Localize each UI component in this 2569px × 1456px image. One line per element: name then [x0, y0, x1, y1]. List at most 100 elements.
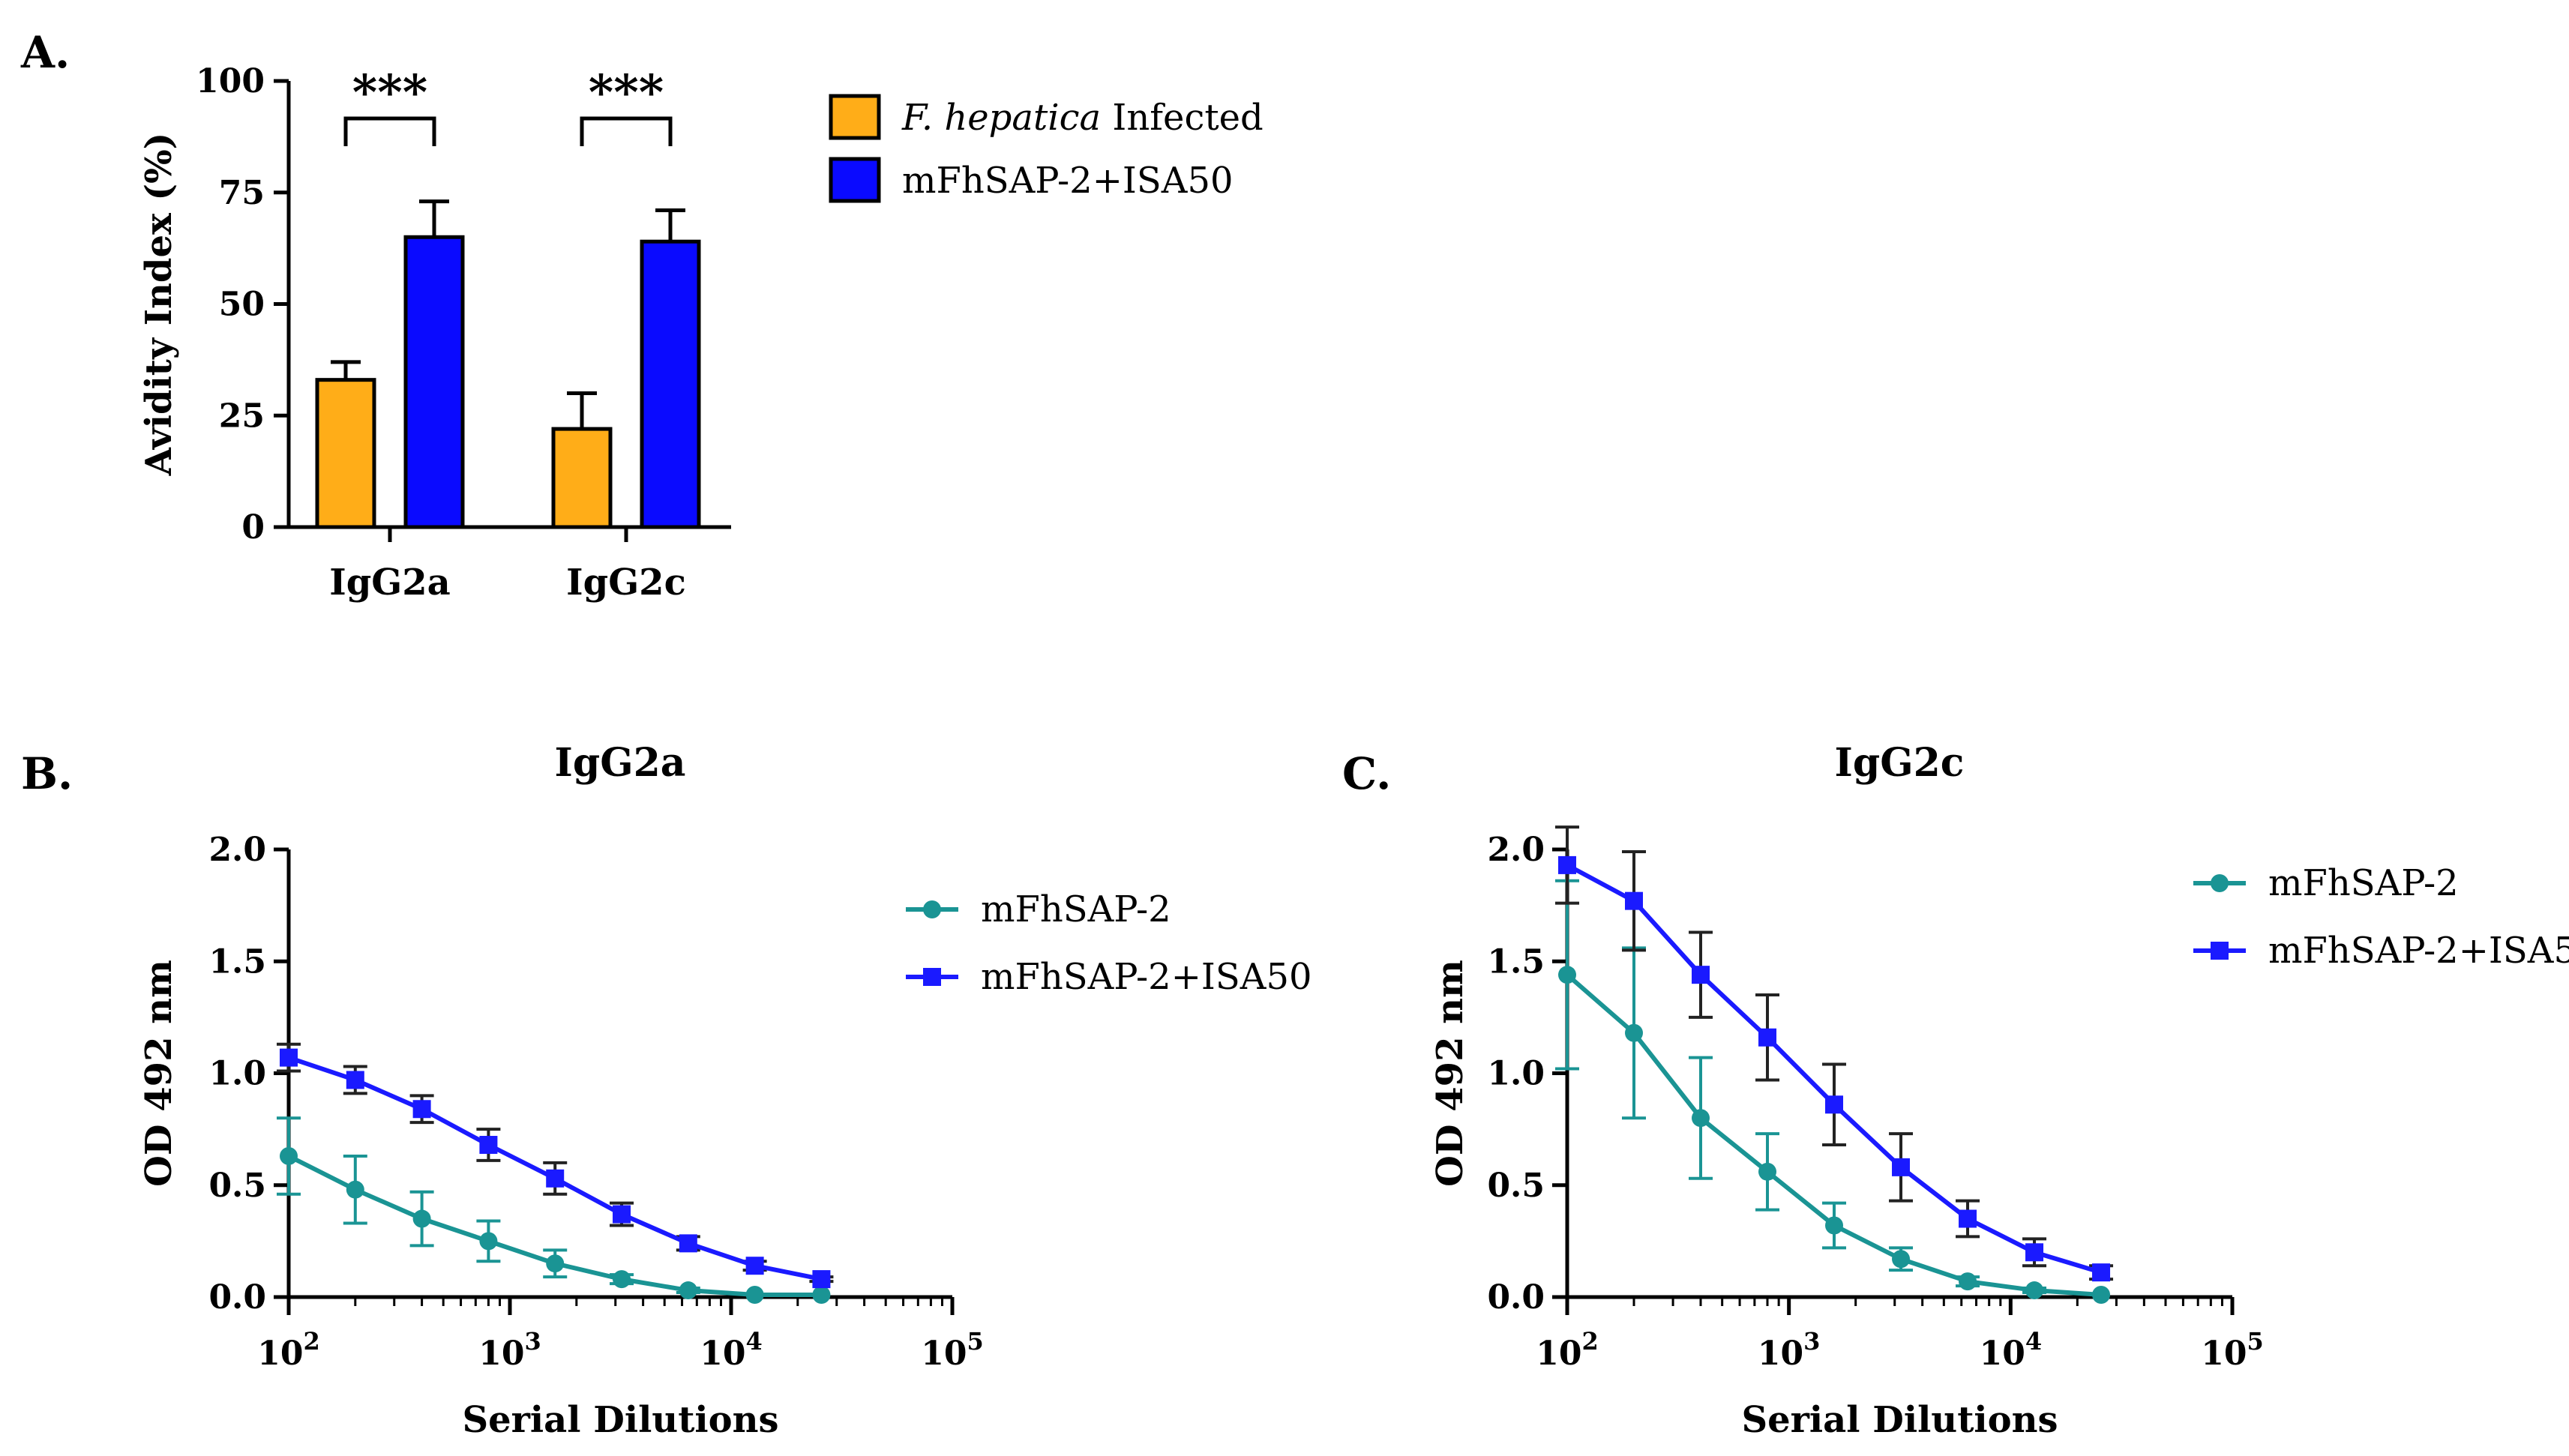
panel-c-point [1692, 966, 1710, 984]
x-tick-base: 10 [1758, 1335, 1803, 1373]
x-tick-exponent: 4 [745, 1327, 762, 1356]
panel-a-legend-swatch [829, 157, 881, 203]
panel-a-significance-bracket [343, 116, 436, 146]
panel-a-bar [640, 239, 701, 529]
x-tick-exponent: 5 [967, 1327, 983, 1356]
panel-b-point [745, 1257, 764, 1275]
panel-b-y-tick-label: 1.0 [208, 1055, 266, 1093]
panel-a-legend-label: mFhSAP-2+ISA50 [902, 160, 1234, 202]
panel-b-point [280, 1048, 298, 1067]
panel-c-legend-marker [2211, 874, 2229, 892]
panel-b-point [346, 1180, 364, 1199]
panel-b-x-tick-label: 104 [700, 1327, 763, 1373]
panel-a-x-tick-label: IgG2a [329, 562, 451, 604]
panel-c-point [1758, 1028, 1777, 1047]
panel-b-point [280, 1146, 298, 1165]
panel-c-y-tick-label: 2.0 [1487, 831, 1545, 869]
panel-b-point [346, 1071, 364, 1089]
panel-c-x-label: Serial Dilutions [1741, 1399, 2058, 1441]
panel-b-legend-marker [923, 968, 941, 986]
panel-b-point [412, 1209, 431, 1228]
panel-b-x-label: Serial Dilutions [462, 1399, 778, 1441]
panel-b-legend-label: mFhSAP-2 [981, 888, 1171, 930]
panel-a-letter: A. [20, 27, 70, 78]
panel-a-significance-stars: *** [352, 64, 427, 121]
panel-a-bar [403, 235, 465, 529]
panel-b-point [745, 1286, 764, 1305]
panel-c-y-label: OD 492 nm [1429, 960, 1471, 1187]
x-tick-exponent: 4 [2025, 1327, 2042, 1356]
panel-a-y-label: Avidity Index (%) [138, 133, 180, 477]
x-tick-base: 10 [2201, 1335, 2247, 1373]
panel-a-legend-label-rest: Infected [1101, 97, 1264, 139]
panel-c-y-tick-label: 1.0 [1487, 1055, 1545, 1093]
panel-c-x-tick-label: 104 [1980, 1327, 2043, 1373]
panel-a-bar [551, 427, 613, 529]
panel-c-point [1825, 1216, 1844, 1235]
panel-a-bar [315, 378, 376, 529]
panel-c-point [1692, 1109, 1710, 1128]
panel-c-x-tick-label: 103 [1758, 1327, 1821, 1373]
panel-b-title: IgG2a [555, 740, 686, 786]
panel-c-point [1558, 855, 1576, 874]
panel-b-x-tick-label: 103 [478, 1327, 541, 1373]
panel-b-point [679, 1234, 697, 1253]
panel-a-legend-label-italic: F. hepatica [901, 97, 1101, 139]
panel-a-significance-stars: *** [589, 64, 664, 121]
panel-a-significance-bracket [580, 116, 673, 146]
panel-c-letter: C. [1342, 748, 1391, 799]
x-tick-base: 10 [1536, 1335, 1581, 1373]
x-tick-exponent: 2 [303, 1327, 319, 1356]
panel-a-y-tick-label: 75 [219, 174, 265, 212]
panel-b-point [479, 1232, 498, 1251]
panel-c-point [1625, 891, 1644, 910]
x-tick-base: 10 [700, 1335, 745, 1373]
panel-b-point [412, 1100, 431, 1119]
panel-b-legend-label: mFhSAP-2+ISA50 [981, 956, 1312, 998]
x-tick-base: 10 [257, 1335, 303, 1373]
panel-c-point [1892, 1250, 1911, 1269]
panel-a-y-tick-label: 100 [196, 62, 265, 100]
panel-b-point [613, 1205, 631, 1224]
panel-a-x-tick-label: IgG2c [566, 562, 686, 604]
x-tick-exponent: 3 [1803, 1327, 1820, 1356]
panel-c-point [1959, 1272, 1977, 1291]
panel-b-y-label: OD 492 nm [138, 960, 180, 1187]
panel-c-point [1959, 1209, 1977, 1228]
panel-b-point [812, 1286, 831, 1305]
x-tick-base: 10 [921, 1335, 967, 1373]
panel-b-letter: B. [21, 748, 73, 799]
panel-c-point [2025, 1281, 2044, 1300]
x-tick-exponent: 2 [1581, 1327, 1598, 1356]
panel-b-y-tick-label: 0.5 [208, 1167, 266, 1205]
panel-b-y-tick-label: 0.0 [208, 1278, 266, 1317]
panel-b-point [479, 1136, 498, 1155]
panel-c-legend-marker [2211, 942, 2229, 960]
panel-a-legend-label: F. hepatica Infected [901, 97, 1264, 139]
panel-c-x-tick-label: 105 [2201, 1327, 2264, 1373]
panel-b-point [679, 1281, 697, 1300]
panel-a-y-tick-label: 0 [241, 508, 265, 547]
panel-a: A. 0 25 50 75 100 Avidity Index (%) IgG2a *** IgG… [20, 27, 1264, 604]
panel-b-x-tick-label: 105 [921, 1327, 984, 1373]
panel-b-point [613, 1270, 631, 1289]
panel-c-point [1558, 966, 1576, 984]
panel-c-legend-label: mFhSAP-2 [2268, 862, 2459, 904]
x-tick-base: 10 [1980, 1335, 2025, 1373]
panel-c-point [2092, 1263, 2111, 1282]
panel-c-y-tick-label: 1.5 [1487, 942, 1545, 981]
panel-c-title: IgG2c [1835, 740, 1965, 786]
x-tick-base: 10 [478, 1335, 524, 1373]
panel-a-y-tick-label: 50 [219, 286, 265, 324]
panel-a-y-tick-label: 25 [219, 397, 265, 435]
panel-c-x-tick-label: 102 [1536, 1327, 1599, 1373]
panel-c-y-tick-label: 0.0 [1487, 1278, 1545, 1317]
panel-b-y-tick-label: 1.5 [208, 942, 266, 981]
panel-b-point [546, 1169, 565, 1188]
panel-c-point [2025, 1243, 2044, 1262]
panel-c-legend-label: mFhSAP-2+ISA50 [2268, 930, 2569, 972]
panel-c-y-tick-label: 0.5 [1487, 1167, 1545, 1205]
x-tick-exponent: 3 [524, 1327, 541, 1356]
